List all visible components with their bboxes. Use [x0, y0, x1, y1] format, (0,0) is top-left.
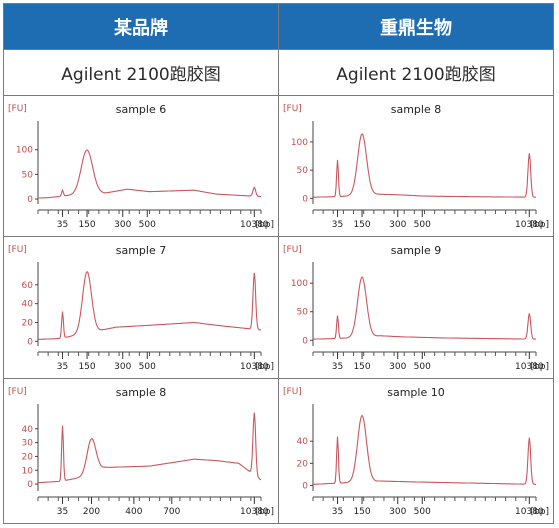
x-axis-label: [bp]: [531, 362, 549, 372]
x-tick-label: 35: [332, 220, 343, 230]
x-tick-label: 35: [57, 362, 68, 372]
y-tick-label: 40: [297, 437, 309, 447]
chart-title: sample 10: [387, 386, 445, 399]
y-axis-label: [FU]: [8, 245, 27, 255]
comparison-table: 某品牌 重鼎生物 Agilent 2100跑胶图 Agilent 2100跑胶图…: [3, 3, 554, 524]
y-tick-label: 0: [27, 337, 33, 347]
chart-panel: sample 7 [FU] 0 20 40 60 35 150 300 500 10380[bp]: [8, 244, 274, 372]
x-tick-label: 35: [332, 507, 343, 517]
chart-title: sample 6: [116, 103, 167, 116]
y-tick-label: 0: [27, 480, 33, 490]
x-tick-label: 10380: [515, 362, 544, 372]
x-tick-label: 10380: [240, 362, 269, 372]
x-tick-label: 35: [332, 362, 343, 372]
chart-title: sample 7: [116, 244, 167, 257]
x-tick-label: 500: [414, 220, 431, 230]
x-tick-label: 200: [83, 507, 100, 517]
y-tick-label: 20: [297, 459, 309, 469]
y-tick-label: 0: [27, 195, 33, 205]
x-tick-label: 10380: [515, 507, 544, 517]
y-tick-label: 30: [22, 439, 34, 449]
x-axis-label: [bp]: [256, 507, 274, 517]
chart-panel: sample 8 [FU] 0 10 20 30 40 35 200 400 700 10380[bp…: [8, 386, 274, 517]
x-tick-label: 400: [125, 507, 142, 517]
x-tick-label: 10380: [515, 220, 544, 230]
y-axis-label: [FU]: [283, 387, 302, 397]
y-axis-label: [FU]: [283, 245, 302, 255]
x-tick-label: 300: [389, 362, 406, 372]
row-divider: [4, 378, 553, 379]
header-brand-b: 重鼎生物: [279, 4, 553, 49]
x-tick-label: 700: [163, 507, 180, 517]
electropherogram-trace: [38, 270, 262, 340]
x-tick-label: 150: [78, 220, 95, 230]
y-axis-label: [FU]: [8, 104, 27, 114]
x-tick-label: 10380: [240, 220, 269, 230]
electropherogram-trace: [313, 133, 536, 198]
y-tick-label: 50: [297, 308, 309, 318]
header-brand-a: 某品牌: [4, 4, 278, 49]
chart-title: sample 8: [116, 386, 167, 399]
row-divider: [4, 49, 553, 50]
y-tick-label: 100: [16, 146, 33, 156]
x-tick-label: 300: [114, 362, 131, 372]
x-tick-label: 150: [353, 507, 370, 517]
column-divider: [278, 4, 279, 523]
y-tick-label: 20: [22, 318, 34, 328]
chart-panel: sample 8 [FU] 0 50 100 35 150 300 500 10380[bp]: [283, 103, 549, 230]
y-tick-label: 10: [22, 466, 34, 476]
electropherogram-trace: [312, 414, 537, 485]
x-tick-label: 35: [57, 507, 68, 517]
y-tick-label: 100: [291, 279, 308, 289]
x-tick-label: 150: [78, 362, 95, 372]
y-tick-label: 60: [22, 281, 34, 291]
x-axis-label: [bp]: [531, 220, 549, 230]
x-tick-label: 300: [389, 507, 406, 517]
x-tick-label: 500: [414, 362, 431, 372]
x-axis-label: [bp]: [256, 220, 274, 230]
x-tick-label: 500: [139, 362, 156, 372]
row-divider: [4, 236, 553, 237]
x-axis-label: [bp]: [531, 507, 549, 517]
y-tick-label: 50: [22, 170, 34, 180]
chart-title: sample 9: [391, 244, 442, 257]
electropherogram-trace: [313, 276, 536, 340]
chart-title: sample 8: [391, 103, 442, 116]
y-axis-label: [FU]: [8, 387, 27, 397]
x-axis-label: [bp]: [256, 362, 274, 372]
y-tick-label: 100: [291, 138, 308, 148]
subheader-right: Agilent 2100跑胶图: [336, 64, 496, 85]
x-tick-label: 500: [139, 220, 156, 230]
x-tick-label: 150: [353, 362, 370, 372]
chart-panel: sample 6 [FU] 0 50 100 35 150 300 500 10380[bp]: [8, 103, 274, 230]
electropherogram-trace: [38, 412, 262, 484]
y-axis-label: [FU]: [283, 104, 302, 114]
subheader-left: Agilent 2100跑胶图: [61, 64, 221, 85]
row-divider: [4, 95, 553, 96]
x-tick-label: 300: [114, 220, 131, 230]
y-tick-label: 20: [22, 452, 34, 462]
chart-panel: sample 10 [FU] 0 20 40 35 150 300 500 10380[bp]: [283, 386, 549, 517]
x-tick-label: 300: [389, 220, 406, 230]
y-tick-label: 40: [22, 425, 34, 435]
x-tick-label: 500: [414, 507, 431, 517]
y-tick-label: 0: [302, 194, 308, 204]
y-tick-label: 0: [302, 336, 308, 346]
x-tick-label: 150: [353, 220, 370, 230]
chart-panel: sample 9 [FU] 0 50 100 35 150 300 500 10380[bp]: [283, 244, 549, 372]
x-tick-label: 35: [57, 220, 68, 230]
y-tick-label: 40: [22, 300, 34, 310]
y-tick-label: 0: [302, 481, 308, 491]
electropherogram-trace: [37, 149, 261, 199]
y-tick-label: 50: [297, 166, 309, 176]
x-tick-label: 10380: [240, 507, 269, 517]
